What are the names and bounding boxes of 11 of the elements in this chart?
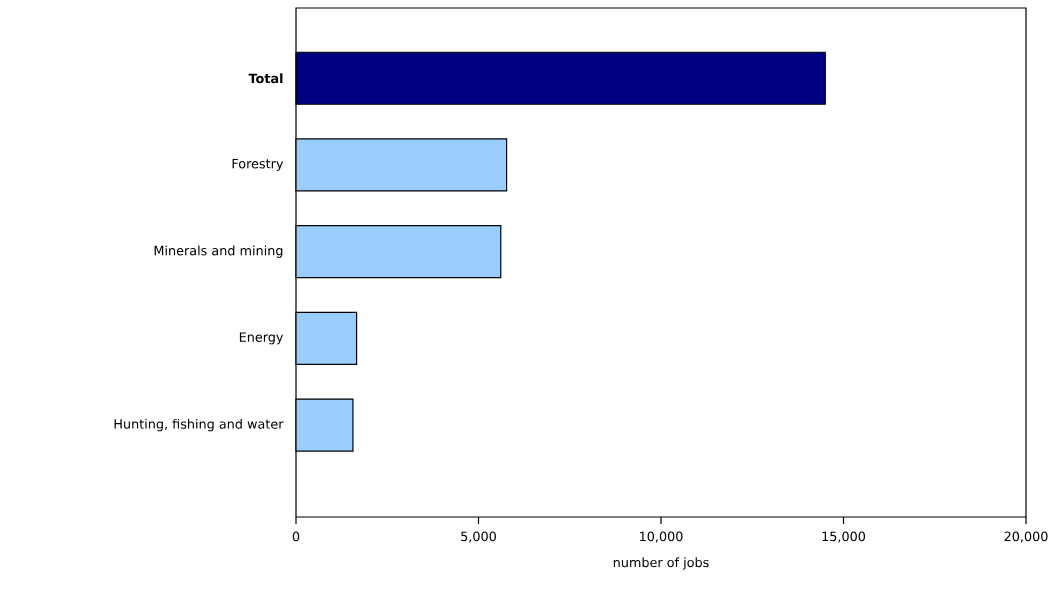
x-tick-label: 20,000 [1004,531,1048,543]
y-tick-label: Energy [239,332,284,345]
x-tick-label: 5,000 [461,531,496,543]
x-tick-label: 15,000 [822,531,866,543]
x-tick-label: 10,000 [640,531,683,543]
y-tick-label: Hunting, fishing and water [114,418,284,432]
x-tick-label: 0 [292,531,300,542]
y-tick-label: Minerals and mining [154,245,283,258]
x-axis-title: number of jobs [613,557,709,570]
y-tick-label: Forestry [232,158,284,171]
y-tick-label: Total [248,73,283,84]
